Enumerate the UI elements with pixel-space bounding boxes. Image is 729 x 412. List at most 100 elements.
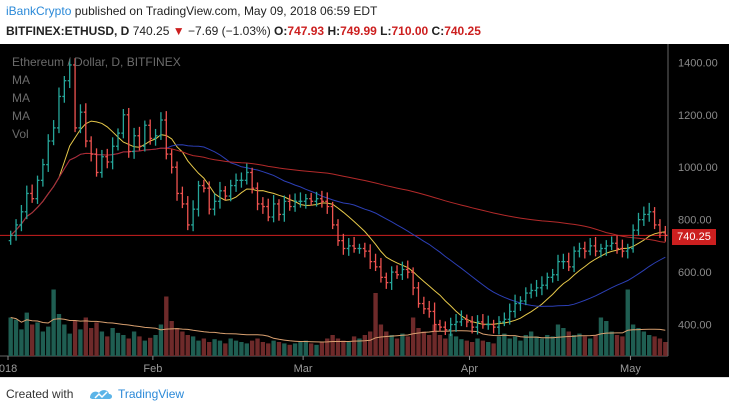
- volume-bar: [13, 319, 19, 356]
- volume-bar: [212, 339, 217, 356]
- high-value: 749.99: [340, 24, 377, 38]
- volume-bar: [303, 340, 308, 356]
- volume-bar: [469, 342, 475, 356]
- volume-bar: [228, 338, 233, 356]
- volume-bar: [137, 336, 142, 356]
- volume-bar: [239, 342, 244, 356]
- price-tick-label: 800.00: [678, 215, 712, 227]
- volume-bar: [19, 329, 24, 356]
- tradingview-logo-icon[interactable]: [88, 386, 114, 402]
- volume-bar: [276, 342, 282, 356]
- volume-bar: [72, 321, 78, 356]
- volume-bar: [62, 324, 67, 356]
- symbol-label: BITFINEX:ETHUSD, D: [6, 24, 130, 38]
- volume-bar: [142, 340, 148, 356]
- volume-bar: [545, 335, 550, 356]
- volume-bar: [158, 324, 164, 356]
- volume-bar: [582, 336, 588, 356]
- volume-bar: [373, 293, 378, 356]
- volume-bar: [534, 336, 539, 356]
- volume-bar: [421, 331, 427, 356]
- volume-bar: [115, 332, 121, 356]
- volume-bar: [308, 343, 314, 356]
- volume-bar: [266, 343, 271, 356]
- volume-bar: [99, 331, 105, 356]
- volume-bar: [207, 342, 212, 356]
- volume-bar: [566, 331, 571, 356]
- volume-bar: [598, 317, 604, 356]
- volume-bar: [255, 338, 260, 356]
- volume-bar: [528, 331, 534, 356]
- volume-bar: [609, 331, 614, 356]
- volume-bar: [378, 324, 384, 356]
- volume-bar: [453, 336, 459, 356]
- volume-bar: [260, 342, 266, 356]
- volume-bar: [630, 324, 636, 356]
- volume-bar: [164, 296, 169, 356]
- volume-bar: [432, 324, 437, 356]
- volume-bar: [357, 338, 362, 356]
- volume-bar: [174, 328, 180, 356]
- low-value: 710.00: [391, 24, 429, 38]
- volume-bar: [351, 336, 357, 356]
- volume-bar: [180, 331, 185, 356]
- last-price-tag: 740.25: [672, 229, 716, 245]
- volume-bar: [78, 329, 83, 356]
- volume-bar: [196, 340, 201, 356]
- indicator-ma-2[interactable]: MA: [12, 91, 30, 105]
- chart-header: iBankCrypto published on TradingView.com…: [0, 0, 729, 44]
- volume-bar: [346, 342, 351, 356]
- volume-bar: [464, 340, 469, 356]
- volume-bar: [368, 331, 373, 356]
- volume-bar: [244, 343, 249, 356]
- volume-bar: [185, 335, 190, 356]
- volume-bar: [437, 335, 443, 356]
- volume-bar: [325, 338, 330, 356]
- volume-bar: [427, 335, 432, 356]
- volume-bar: [169, 321, 174, 356]
- price-tick-label: 1000.00: [678, 162, 718, 174]
- published-text: published on TradingView.com, May 09, 20…: [74, 4, 378, 18]
- volume-bar: [8, 317, 13, 356]
- volume-bar: [40, 331, 46, 356]
- volume-bar: [67, 333, 72, 356]
- created-with-text: Created with: [6, 387, 74, 401]
- tradingview-brand-link[interactable]: TradingView: [118, 387, 185, 401]
- volume-bar: [512, 336, 518, 356]
- price-chart[interactable]: 1400.00 1200.00 1000.00 800.00 600.00 400.00 0…: [0, 44, 729, 377]
- volume-bar: [641, 331, 647, 356]
- price-tick-label: 400.00: [678, 320, 712, 332]
- volume-bar: [620, 336, 625, 356]
- volume-bar: [400, 333, 405, 356]
- volume-bar: [604, 321, 609, 356]
- time-tick-label: Apr: [461, 363, 478, 375]
- author-link[interactable]: iBankCrypto: [6, 4, 72, 18]
- volume-bar: [480, 340, 486, 356]
- volume-bar: [394, 338, 400, 356]
- time-tick-label: 018: [0, 363, 17, 375]
- volume-bar: [443, 338, 448, 356]
- volume-bar: [491, 343, 496, 356]
- volume-bar: [249, 340, 255, 356]
- volume-bar: [523, 335, 528, 356]
- volume-bar: [24, 312, 29, 356]
- volume-bar: [335, 338, 341, 356]
- volume-bar: [577, 333, 582, 356]
- volume-bar: [287, 344, 292, 356]
- volume-bar: [555, 324, 561, 356]
- volume-bar: [459, 339, 464, 356]
- indicator-ma-1[interactable]: MA: [12, 73, 30, 87]
- time-tick-label: Mar: [294, 363, 313, 375]
- volume-bar: [201, 338, 207, 356]
- volume-bar: [657, 338, 663, 356]
- volume-bar: [518, 340, 523, 356]
- indicator-volume[interactable]: Vol: [12, 127, 29, 141]
- volume-bar: [507, 338, 512, 356]
- volume-bar: [271, 340, 276, 356]
- volume-bar: [35, 322, 40, 356]
- chart-canvas[interactable]: 1400.00 1200.00 1000.00 800.00 600.00 400.00 0…: [0, 44, 729, 377]
- volume-bar: [384, 331, 389, 356]
- last-price: 740.25: [132, 24, 170, 38]
- ma-slow-line: [10, 147, 666, 243]
- indicator-ma-3[interactable]: MA: [12, 109, 30, 123]
